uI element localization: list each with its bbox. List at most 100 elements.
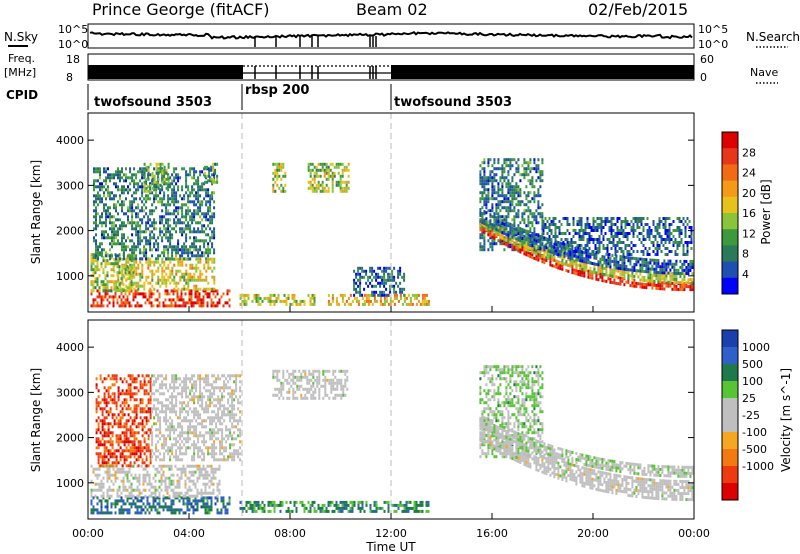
power-cells-cell-1231 xyxy=(163,251,166,255)
power-cells-cell-3605 xyxy=(571,259,574,262)
power-cells-cell-3104 xyxy=(650,232,653,235)
power-cells-cell-1356 xyxy=(179,194,182,198)
power-cells-cell-3965 xyxy=(581,259,584,263)
power-cells-cell-1072 xyxy=(143,230,146,234)
power-cells-cell-1119 xyxy=(149,224,152,228)
power-cells-cell-874 xyxy=(119,194,121,198)
power-cells-cell-2711 xyxy=(539,212,542,216)
vel-cells-cell-135 xyxy=(170,511,173,515)
power-cells-cell-1696 xyxy=(163,171,166,175)
power-cells-cell-1006 xyxy=(135,230,138,234)
power-cells-cell-3363 xyxy=(591,276,594,280)
power-cells-cell-547 xyxy=(98,268,101,272)
power-cells-cell-111 xyxy=(164,298,167,302)
power-cells-cell-1316 xyxy=(173,218,176,222)
power-cells-cell-21 xyxy=(102,298,105,302)
nsky-tick-high: 10^5 xyxy=(58,23,88,36)
vel-cells-cell-397 xyxy=(152,476,155,480)
power-cells-cell-549 xyxy=(98,286,101,290)
vel-cells-cell-190 xyxy=(204,505,207,509)
vel-cells-cell-507 xyxy=(190,479,193,483)
power-cells-cell-1613 xyxy=(209,251,212,255)
power-cells-cell-2007 xyxy=(363,299,366,303)
power-cells-cell-3071 xyxy=(638,238,641,241)
power-cells-cell-609 xyxy=(116,286,119,290)
power-cells-cell-2631 xyxy=(529,179,532,183)
power-cells-cell-3009 xyxy=(620,226,623,229)
power-cells-cell-2383 xyxy=(497,206,500,210)
power-cells-cell-167 xyxy=(196,289,199,293)
vel-cells-cell-263 xyxy=(102,482,105,486)
power-cells-cell-3643 xyxy=(599,266,602,270)
vel-cells-cell-293 xyxy=(112,473,115,477)
power-cells-cell-1830 xyxy=(276,174,279,178)
power-cells-cell-3966 xyxy=(583,251,586,255)
power-cells-cell-1156 xyxy=(153,242,156,246)
power-cells-cell-4160 xyxy=(689,266,692,269)
power-cells-cell-3458 xyxy=(681,288,684,292)
power-cells-cell-2219 xyxy=(479,170,482,174)
power-cells-cell-2727 xyxy=(541,227,544,231)
power-cells-cell-2955 xyxy=(604,232,607,235)
power-cells-cell-2388 xyxy=(497,239,500,243)
power-cells-cell-2501 xyxy=(511,203,514,207)
power-cells-cell-479 xyxy=(203,278,206,282)
power-cells-cell-2142 xyxy=(375,290,378,294)
vel-cells-cell-664 xyxy=(103,440,106,444)
power-cells-cell-1089 xyxy=(145,227,148,231)
power-cells-cell-2047 xyxy=(399,293,402,297)
power-cells-cell-2362 xyxy=(495,179,498,183)
power-cells-cell-133 xyxy=(176,298,179,302)
power-cells-cell-572 xyxy=(104,289,107,293)
power-cells-cell-3441 xyxy=(667,284,670,288)
power-cells-cell-980 xyxy=(133,182,136,186)
power-cells-cell-10 xyxy=(96,304,99,308)
power-cells-cell-3242 xyxy=(483,227,486,231)
power-cells-cell-933 xyxy=(127,191,129,195)
vel-cells-cell-632 xyxy=(99,452,102,456)
power-cells-cell-2973 xyxy=(610,229,613,232)
power-cells-cell-1546 xyxy=(201,230,204,234)
power-cells-cell-1092 xyxy=(145,239,148,243)
power-cells-cell-3409 xyxy=(639,285,642,289)
power-cells-cell-3134 xyxy=(658,247,661,250)
power-cells-cell-1405 xyxy=(185,215,188,219)
vel-cells-cell-458 xyxy=(174,464,177,468)
power-cells-cell-2963 xyxy=(608,220,611,223)
vel-cells-cell-252 xyxy=(98,473,101,477)
power-cells-cell-769 xyxy=(105,218,107,222)
power-cells-cell-393 xyxy=(173,275,176,279)
power-cells-cell-3680 xyxy=(623,273,626,277)
power-cells-cell-4020 xyxy=(615,254,618,258)
power-cells-cell-1104 xyxy=(147,218,150,222)
power-cells-cell-1380 xyxy=(181,251,184,255)
power-cells-cell-504 xyxy=(213,275,216,279)
power-cells-cell-2144 xyxy=(377,272,380,276)
power-cells-cell-3516 xyxy=(509,234,512,238)
power-cells-cell-3220 xyxy=(686,241,689,244)
power-cells-cell-1418 xyxy=(187,188,190,192)
power-cells-cell-71 xyxy=(134,295,137,299)
power-cells-cell-1665 xyxy=(149,189,152,193)
power-cells-cell-2997 xyxy=(616,235,619,238)
power-cells-cell-2764 xyxy=(550,238,553,241)
power-cells-cell-1102 xyxy=(147,197,150,201)
power-cells-cell-2135 xyxy=(373,284,376,288)
power-cells-cell-503 xyxy=(213,266,216,270)
power-cells-cell-2086 xyxy=(353,284,356,288)
power-cells-cell-1649 xyxy=(143,180,146,184)
vel-cells-cell-142 xyxy=(174,511,177,515)
vel-cells-cell-98 xyxy=(150,505,153,509)
power-cells-cell-722 xyxy=(99,215,101,219)
power-cells-cell-2326 xyxy=(491,188,494,192)
vel-cells-cell-709 xyxy=(109,398,112,402)
power-cells-cell-4082 xyxy=(645,270,648,274)
power-cells-cell-109 xyxy=(164,289,167,293)
power-cells-cell-1903 xyxy=(323,162,326,166)
power-cells-cell-2060 xyxy=(411,293,414,297)
power-cells-cell-1055 xyxy=(141,206,144,210)
power-cells-cell-2884 xyxy=(586,217,589,220)
power-cells-cell-3870 xyxy=(529,240,532,244)
power-cells-cell-591 xyxy=(110,289,113,293)
power-cells-cell-1377 xyxy=(181,233,184,237)
